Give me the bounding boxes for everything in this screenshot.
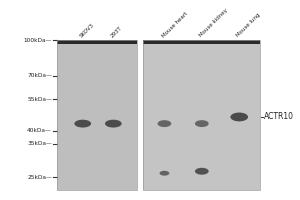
Text: 25kDa—: 25kDa— — [27, 175, 52, 180]
Text: 40kDa—: 40kDa— — [27, 128, 52, 133]
Bar — [137, 40, 143, 190]
Bar — [57, 40, 137, 190]
Ellipse shape — [105, 120, 122, 128]
Bar — [57, 40, 137, 44]
Ellipse shape — [160, 171, 169, 176]
Ellipse shape — [158, 120, 171, 127]
Bar — [143, 40, 260, 190]
Text: Mouse lung: Mouse lung — [236, 13, 262, 38]
Text: 100kDa—: 100kDa— — [23, 38, 52, 43]
Text: SKOV3: SKOV3 — [79, 22, 95, 38]
Text: 293T: 293T — [110, 25, 123, 38]
Text: ACTR10: ACTR10 — [264, 112, 294, 121]
Text: Mouse heart: Mouse heart — [161, 11, 189, 38]
Bar — [57, 40, 137, 190]
Ellipse shape — [195, 120, 209, 127]
Ellipse shape — [230, 113, 248, 121]
Bar — [143, 40, 260, 190]
Text: 55kDa—: 55kDa— — [27, 97, 52, 102]
Text: Mouse kidney: Mouse kidney — [198, 8, 229, 38]
Ellipse shape — [74, 120, 91, 128]
Ellipse shape — [195, 168, 209, 175]
Text: 70kDa—: 70kDa— — [27, 73, 52, 78]
Bar — [143, 40, 260, 44]
Text: 35kDa—: 35kDa— — [27, 141, 52, 146]
